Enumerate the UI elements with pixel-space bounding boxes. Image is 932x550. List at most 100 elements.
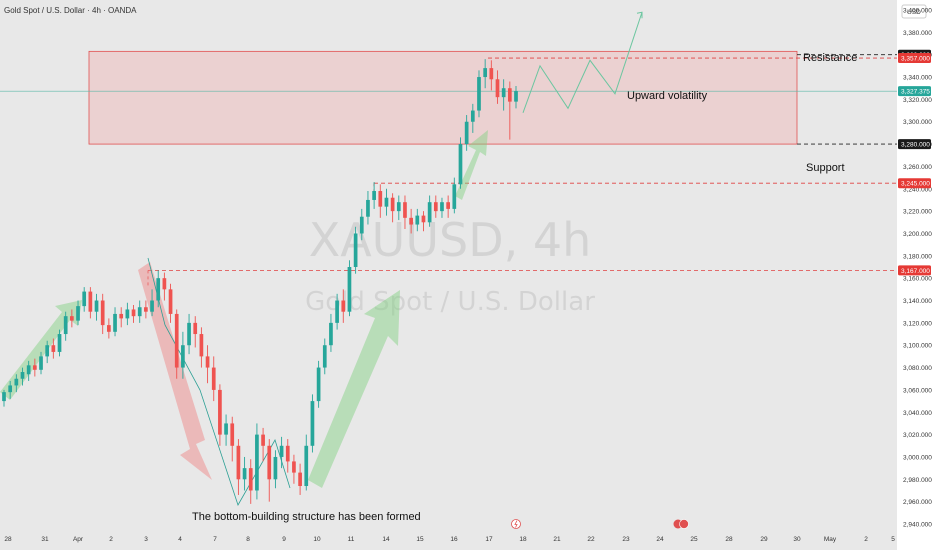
candle-body-38 — [236, 445, 241, 480]
candle-body-22 — [137, 307, 142, 317]
time-tick-0: 28 — [4, 536, 12, 543]
candle-body-59 — [366, 199, 370, 217]
currency-label: USD — [907, 9, 921, 16]
watermark-name: Gold Spot / U.S. Dollar — [305, 287, 595, 317]
candle-body-78 — [483, 68, 488, 78]
projection-arrowhead — [636, 11, 643, 19]
candle-body-52 — [322, 345, 327, 368]
structure-line — [147, 257, 291, 506]
price-tag-box-1 — [898, 53, 931, 64]
price-tick-17: 3,060.000 — [903, 387, 932, 394]
candle-body-25 — [156, 278, 161, 301]
time-tick-18: 23 — [622, 536, 630, 543]
candle-body-2 — [14, 378, 19, 386]
flag-event-icon-2[interactable] — [679, 519, 689, 529]
candle-body-47 — [292, 461, 296, 473]
time-tick-4: 3 — [144, 536, 148, 543]
candle-body-68 — [421, 215, 426, 223]
time-tick-10: 11 — [348, 536, 355, 543]
time-tick-5: 4 — [178, 536, 182, 543]
watermark-ticker: XAUUSD, 4h — [309, 213, 592, 267]
down-arrow — [138, 262, 212, 480]
time-tick-20: 25 — [690, 536, 698, 543]
candle-body-56 — [347, 267, 352, 312]
candle-body-57 — [353, 233, 358, 267]
candle-body-16 — [100, 300, 105, 326]
candle-body-30 — [187, 322, 191, 346]
candle-body-45 — [279, 445, 284, 457]
candle-body-29 — [181, 345, 185, 368]
time-axis-background[interactable] — [0, 518, 897, 550]
candle-body-54 — [335, 300, 339, 323]
resistance-support-zone[interactable] — [88, 50, 798, 145]
candle-body-15 — [94, 300, 99, 312]
candle-body-11 — [70, 316, 74, 321]
price-tags: 3,360.0003,357.0003,327.3753,280.0003,24… — [898, 49, 931, 276]
time-tick-16: 21 — [553, 536, 561, 543]
price-tick-16: 3,080.000 — [903, 365, 932, 372]
candle-body-4 — [26, 365, 31, 375]
lightning-icon — [514, 520, 518, 528]
candle-body-48 — [298, 472, 302, 487]
price-tag-box-4 — [898, 178, 931, 189]
candle-body-75 — [464, 121, 469, 145]
time-tick-12: 15 — [416, 536, 424, 543]
lightning-event-icon[interactable] — [511, 519, 521, 529]
candle-body-37 — [230, 423, 235, 446]
price-tag-box-2 — [898, 86, 931, 97]
candle-body-80 — [495, 79, 500, 98]
price-tick-19: 3,020.000 — [903, 432, 932, 439]
time-tick-22: 29 — [760, 536, 768, 543]
candle-body-8 — [51, 345, 56, 352]
candle-body-51 — [316, 367, 321, 402]
price-tick-20: 3,000.000 — [903, 454, 932, 461]
time-tick-7: 8 — [246, 536, 250, 543]
candle-body-55 — [341, 300, 346, 312]
price-tick-13: 3,140.000 — [903, 298, 932, 305]
time-tick-14: 17 — [485, 536, 493, 543]
price-tag-4: 3,245.000 — [901, 181, 930, 188]
candle-body-65 — [403, 202, 407, 218]
candle-body-10 — [63, 316, 68, 335]
candle-body-73 — [452, 184, 457, 209]
time-axis: 28 31 Apr 2 3 4 7 8 9 10 11 14 15 16 17 18 21 22 23 24 25 28 2… — [4, 536, 895, 543]
up-arrow-3 — [455, 130, 488, 200]
time-tick-23: 30 — [793, 536, 801, 543]
symbol-header: Gold Spot / U.S. Dollar · 4h · OANDA — [4, 6, 137, 15]
candle-body-33 — [205, 356, 210, 368]
time-tick-3: 2 — [109, 536, 113, 543]
price-tick-0: 3,400.000 — [903, 8, 932, 15]
price-tag-box-3 — [898, 139, 931, 150]
plot-area[interactable] — [0, 0, 897, 550]
trend-arrows — [0, 130, 488, 506]
price-tick-5: 3,300.000 — [903, 119, 932, 126]
time-tick-15: 18 — [519, 536, 527, 543]
bottom-structure-label: The bottom-building structure has been f… — [192, 511, 421, 523]
candle-body-24 — [150, 300, 154, 312]
candle-body-17 — [107, 325, 111, 332]
time-tick-13: 16 — [450, 536, 458, 543]
candle-body-12 — [76, 306, 80, 321]
time-tick-11: 14 — [382, 536, 390, 543]
candle-body-42 — [261, 434, 265, 446]
candle-body-34 — [211, 367, 216, 390]
price-axis: 3,400.0003,380.0003,360.0003,340.0003,32… — [903, 8, 932, 529]
candle-body-3 — [20, 372, 25, 379]
price-tick-23: 2,940.000 — [903, 522, 932, 529]
candle-body-83 — [514, 91, 518, 102]
candle-body-74 — [458, 144, 463, 185]
candle-body-43 — [267, 445, 272, 480]
candle-body-64 — [396, 202, 401, 212]
price-tick-12: 3,160.000 — [903, 276, 932, 283]
candle-body-66 — [409, 217, 413, 225]
time-tick-25: 2 — [864, 536, 868, 543]
price-tag-1: 3,357.000 — [901, 55, 930, 62]
candle-body-77 — [477, 77, 481, 111]
resistance-label: Resistance — [803, 52, 857, 64]
time-tick-8: 9 — [282, 536, 286, 543]
candle-body-31 — [193, 322, 198, 335]
candle-body-67 — [415, 215, 420, 225]
currency-button[interactable] — [901, 4, 927, 19]
